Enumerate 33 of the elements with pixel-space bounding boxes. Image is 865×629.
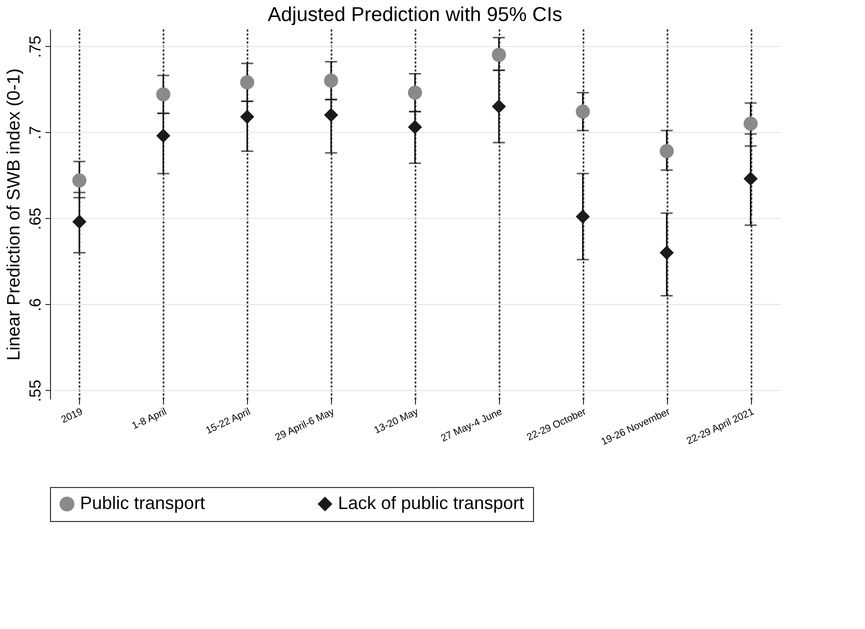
- legend-label: Public transport: [80, 493, 206, 513]
- point: [744, 172, 758, 186]
- point: [408, 120, 422, 134]
- x-tick-label: 22-29 April 2021: [685, 406, 756, 448]
- x-tick-label: 27 May-4 June: [439, 406, 504, 444]
- point: [408, 86, 422, 100]
- x-tick-label: 1-8 April: [130, 406, 168, 432]
- point: [660, 246, 674, 260]
- point: [492, 99, 506, 114]
- y-tick-label: .65: [28, 208, 44, 230]
- chart-title: Adjusted Prediction with 95% CIs: [268, 4, 562, 26]
- y-tick-label: .75: [28, 35, 44, 58]
- x-tick-label: 15-22 April: [204, 406, 252, 437]
- legend-label: Lack of public transport: [338, 493, 524, 513]
- point: [324, 108, 338, 122]
- point: [156, 87, 170, 102]
- point: [72, 173, 86, 188]
- x-tick-label: 13-20 May: [372, 406, 420, 436]
- point: [744, 116, 758, 131]
- y-tick-label: .55: [28, 380, 44, 402]
- point: [72, 214, 86, 229]
- point: [576, 210, 590, 224]
- x-tick-label: 2019: [60, 406, 85, 426]
- point: [324, 74, 338, 88]
- point: [240, 110, 254, 124]
- point: [660, 144, 674, 158]
- point: [576, 104, 590, 119]
- point: [240, 75, 254, 90]
- y-tick-label: .7: [28, 126, 44, 140]
- y-axis-title: Linear Prediction of SWB index (0-1): [4, 68, 24, 361]
- point: [156, 128, 170, 143]
- point: [492, 48, 506, 62]
- y-tick-label: .6: [28, 298, 44, 312]
